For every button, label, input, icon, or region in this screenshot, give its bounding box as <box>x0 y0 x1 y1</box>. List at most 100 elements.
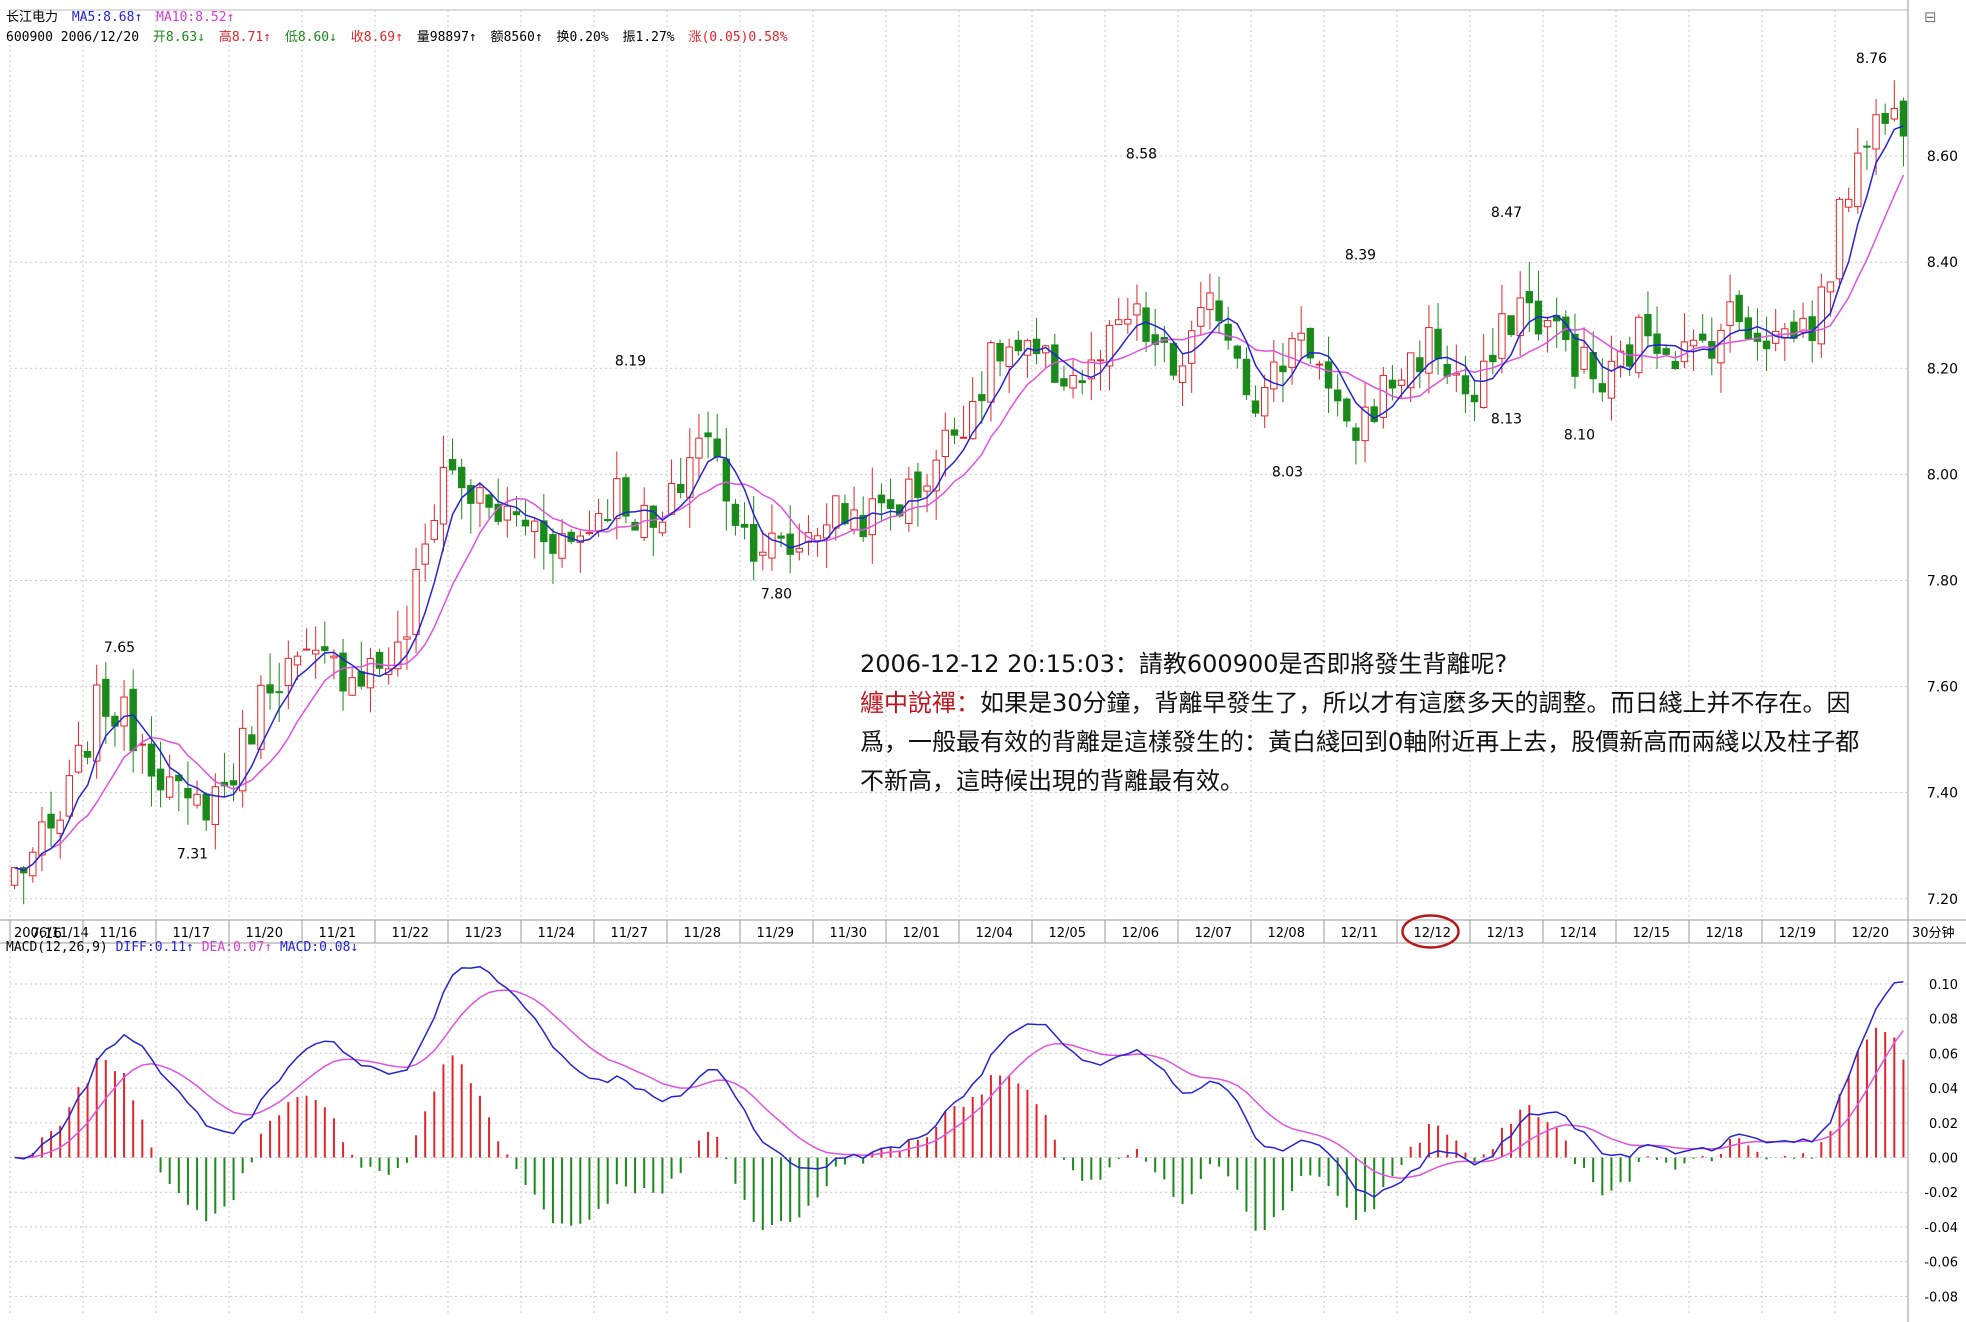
candle-down <box>786 533 794 555</box>
candle-down <box>914 471 922 498</box>
candle-down <box>549 534 557 554</box>
candle-up <box>1270 361 1278 390</box>
candle-down <box>1416 357 1424 373</box>
candle-up <box>759 551 767 556</box>
candle-down <box>1051 344 1059 383</box>
price-annotation: 8.39 <box>1345 248 1376 264</box>
price-annotation: 8.76 <box>1856 51 1887 67</box>
candle-down <box>996 342 1004 362</box>
candle-down <box>1306 327 1315 359</box>
price-tick-label: 8.40 <box>1927 255 1958 271</box>
candle-up <box>1288 338 1296 368</box>
candle-down <box>1169 342 1178 376</box>
low-readout: 低8.60↓ <box>284 30 337 45</box>
candle-up <box>558 533 566 559</box>
candle-up <box>1260 386 1269 417</box>
candle-up <box>594 513 603 532</box>
date-tick-label: 11/17 <box>173 926 210 941</box>
open-readout: 开8.63↓ <box>152 30 206 45</box>
candle-up <box>302 648 311 651</box>
candle-down <box>1571 333 1579 377</box>
candle-up <box>1680 341 1689 363</box>
candle-down <box>1388 379 1397 389</box>
volume-readout: 量98897↑ <box>416 30 477 45</box>
candle-down <box>1434 328 1442 360</box>
candle-up <box>1297 332 1305 341</box>
candle-up <box>1406 352 1415 389</box>
candle-up <box>658 521 667 534</box>
candle-up <box>476 487 484 504</box>
macd-tick-label: -0.02 <box>1924 1186 1958 1201</box>
candle-down <box>740 523 749 528</box>
note-answer: 如果是30分鐘，背離早發生了，所以才有這麼多天的調整。而日綫上并不存在。因爲，一… <box>860 689 1860 795</box>
candle-down <box>147 743 156 777</box>
candle-down <box>1744 317 1753 340</box>
candle-down <box>1352 427 1360 441</box>
close-readout: 收8.69↑ <box>350 30 403 45</box>
candle-up <box>1096 359 1105 362</box>
candle-down <box>102 678 110 717</box>
diff-readout: DIFF:0.11↑ <box>115 940 194 955</box>
candle-up <box>822 524 831 539</box>
candle-down <box>1762 340 1771 350</box>
candle-up <box>1197 307 1205 327</box>
candle-up <box>348 677 356 696</box>
ma10-readout: MA10:8.52↑ <box>156 10 235 25</box>
price-tick-label: 8.00 <box>1927 467 1958 483</box>
candle-up <box>257 684 265 750</box>
window-restore-icon[interactable]: ⊟ <box>1924 8 1937 26</box>
candle-down <box>1598 383 1607 393</box>
candle-up <box>1114 319 1123 326</box>
candle-down <box>512 511 521 516</box>
candle-down <box>1060 378 1068 387</box>
candle-up <box>832 495 840 529</box>
candle-up <box>1689 339 1698 347</box>
date-tick-label: 12/05 <box>1049 926 1086 941</box>
date-tick-label: 12/19 <box>1779 926 1816 941</box>
candle-up <box>1844 198 1853 208</box>
amount-readout: 额8560↑ <box>490 30 543 45</box>
candle-down <box>1525 291 1534 304</box>
candle-down <box>713 438 721 458</box>
date-tick-label: 12/08 <box>1268 926 1305 941</box>
candle-up <box>1397 379 1406 386</box>
chart-header-line-2: 600900 2006/12/20 开8.63↓ 高8.71↑ 低8.60↓ 收… <box>6 26 794 45</box>
candle-up <box>284 657 293 686</box>
candle-up <box>868 498 877 536</box>
date-tick-label: 12/14 <box>1560 926 1597 941</box>
date-tick-label: 12/13 <box>1487 926 1524 941</box>
candle-down <box>1032 338 1041 355</box>
ma5-line <box>14 125 1904 872</box>
candle-up <box>120 696 128 727</box>
candle-up <box>1087 359 1096 380</box>
candle-down <box>978 394 986 402</box>
candle-down <box>1671 360 1680 370</box>
candle-up <box>1607 360 1616 399</box>
candle-up <box>576 535 585 543</box>
candle-down <box>1863 145 1871 148</box>
candle-down <box>731 503 740 526</box>
dea-readout: DEA:0.07↑ <box>201 940 273 955</box>
candle-down <box>1014 339 1023 352</box>
candle-up <box>959 436 968 439</box>
price-annotations: 7.16 7.65 7.31 8.19 7.80 8.58 8.03 8.39 8.47 8.13… <box>31 51 1887 942</box>
candle-down <box>156 768 165 791</box>
date-axis: 2006/11/14 11/16 11/17 11/20 11/21 11/22 11/23… <box>9 914 1955 949</box>
candle-up <box>768 532 776 559</box>
note-answer-block: 纏中說禪：如果是30分鐘，背離早發生了，所以才有這麼多天的調整。而日綫上并不存在… <box>860 684 1880 801</box>
date-tick-label: 12/12 <box>1414 926 1451 941</box>
moving-average-lines <box>14 125 1905 872</box>
candle-up <box>1379 375 1388 418</box>
date-tick-label: 11/30 <box>830 926 867 941</box>
candle-up <box>1479 360 1488 408</box>
commentary-note: 2006-12-12 20:15:03：請教600900是否即將發生背離呢? 纏… <box>860 645 1880 801</box>
price-tick-label: 7.40 <box>1927 786 1958 802</box>
date-tick-label: 12/06 <box>1122 926 1159 941</box>
note-author: 纏中說禪： <box>860 689 980 717</box>
macd-tick-label: 0.02 <box>1929 1117 1958 1132</box>
candle-up <box>293 655 302 666</box>
candle-down <box>448 459 457 471</box>
candle-up <box>923 485 931 492</box>
candle-up <box>1635 316 1643 374</box>
